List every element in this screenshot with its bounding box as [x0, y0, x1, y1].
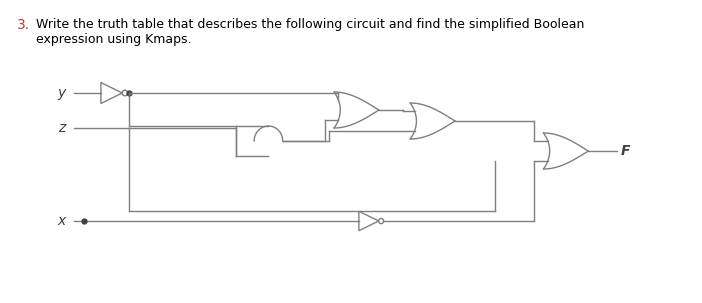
- Text: expression using Kmaps.: expression using Kmaps.: [37, 33, 192, 46]
- Text: 3.: 3.: [17, 18, 30, 32]
- Text: y: y: [58, 86, 66, 100]
- Text: x: x: [58, 214, 66, 228]
- Text: F: F: [621, 144, 630, 158]
- Text: z: z: [58, 121, 65, 135]
- Text: Write the truth table that describes the following circuit and find the simplifi: Write the truth table that describes the…: [37, 18, 585, 31]
